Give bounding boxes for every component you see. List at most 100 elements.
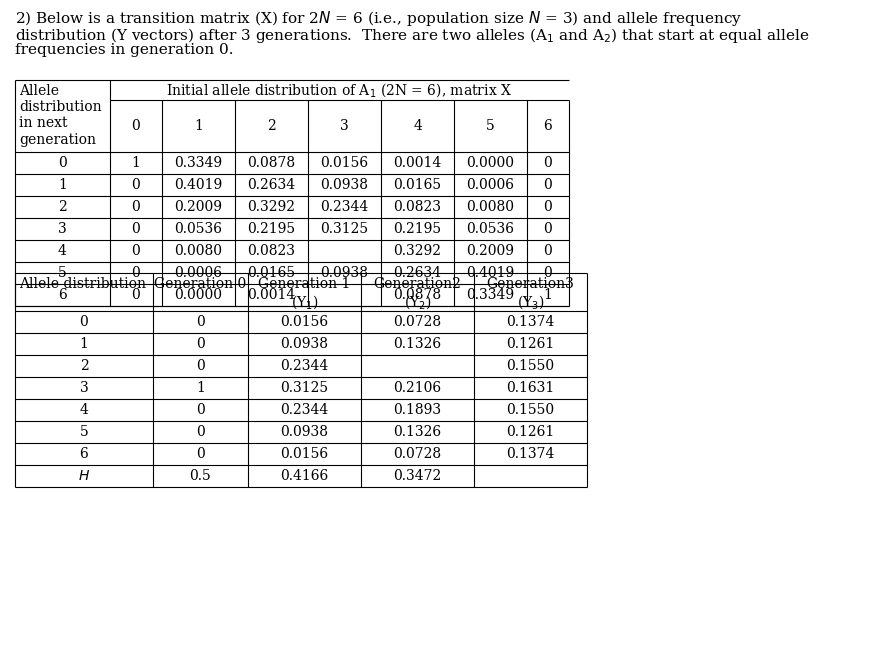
Text: 0.0006: 0.0006 xyxy=(467,178,514,192)
Text: 0: 0 xyxy=(544,266,553,280)
Text: 0.2195: 0.2195 xyxy=(247,222,295,236)
Text: 0.0006: 0.0006 xyxy=(174,266,223,280)
Text: 0.0938: 0.0938 xyxy=(280,425,328,439)
Text: 0.2344: 0.2344 xyxy=(280,403,328,417)
Text: frequencies in generation 0.: frequencies in generation 0. xyxy=(15,43,234,57)
Text: 0: 0 xyxy=(80,315,88,329)
Text: 0.1261: 0.1261 xyxy=(506,425,555,439)
Text: 0.0938: 0.0938 xyxy=(280,337,328,351)
Text: 5: 5 xyxy=(486,119,495,133)
Text: 0.0014: 0.0014 xyxy=(393,156,442,170)
Text: 0.4019: 0.4019 xyxy=(466,266,514,280)
Text: 1: 1 xyxy=(58,178,67,192)
Text: Allele distribution: Allele distribution xyxy=(19,277,146,291)
Text: 0: 0 xyxy=(544,244,553,258)
Text: 0.1374: 0.1374 xyxy=(506,447,555,461)
Text: 1: 1 xyxy=(131,156,140,170)
Text: 0.0938: 0.0938 xyxy=(321,266,369,280)
Text: 0.2344: 0.2344 xyxy=(321,200,369,214)
Text: 3: 3 xyxy=(340,119,349,133)
Text: 0: 0 xyxy=(196,403,205,417)
Text: Allele
distribution
in next
generation: Allele distribution in next generation xyxy=(19,84,102,147)
Text: 0.0728: 0.0728 xyxy=(393,315,442,329)
Text: 6: 6 xyxy=(80,447,88,461)
Text: 0.3125: 0.3125 xyxy=(280,381,328,395)
Text: 0.2344: 0.2344 xyxy=(280,359,328,373)
Text: 0.0000: 0.0000 xyxy=(467,156,514,170)
Text: Generation 1
(Y$_1$): Generation 1 (Y$_1$) xyxy=(258,277,350,311)
Text: 0: 0 xyxy=(544,222,553,236)
Text: 0: 0 xyxy=(544,156,553,170)
Text: 0.4166: 0.4166 xyxy=(280,469,328,483)
Text: 0.0000: 0.0000 xyxy=(174,288,223,302)
Text: 0: 0 xyxy=(544,178,553,192)
Text: 0.3292: 0.3292 xyxy=(248,200,295,214)
Text: 0.0156: 0.0156 xyxy=(321,156,369,170)
Text: 0.2634: 0.2634 xyxy=(247,178,295,192)
Text: 0.0823: 0.0823 xyxy=(393,200,442,214)
Text: 0.0878: 0.0878 xyxy=(247,156,295,170)
Text: 0: 0 xyxy=(196,315,205,329)
Text: 0.2634: 0.2634 xyxy=(393,266,442,280)
Text: 0.1374: 0.1374 xyxy=(506,315,555,329)
Text: 0: 0 xyxy=(196,425,205,439)
Text: 0.0080: 0.0080 xyxy=(174,244,223,258)
Text: 0.1326: 0.1326 xyxy=(393,337,442,351)
Text: 0.0878: 0.0878 xyxy=(393,288,442,302)
Text: 0: 0 xyxy=(131,200,140,214)
Text: 0.0823: 0.0823 xyxy=(248,244,295,258)
Text: 0.0156: 0.0156 xyxy=(280,315,328,329)
Text: Generation3
(Y$_3$): Generation3 (Y$_3$) xyxy=(486,277,575,311)
Text: 0.0165: 0.0165 xyxy=(247,266,295,280)
Text: 6: 6 xyxy=(544,119,553,133)
Text: 0.3349: 0.3349 xyxy=(466,288,514,302)
Text: 4: 4 xyxy=(413,119,422,133)
Text: 0.4019: 0.4019 xyxy=(174,178,223,192)
Text: 0: 0 xyxy=(196,359,205,373)
Text: 0.3349: 0.3349 xyxy=(174,156,223,170)
Text: $H$: $H$ xyxy=(78,469,90,483)
Text: 0: 0 xyxy=(131,222,140,236)
Text: 0.1550: 0.1550 xyxy=(506,359,555,373)
Text: 0.2106: 0.2106 xyxy=(393,381,442,395)
Text: 0: 0 xyxy=(131,288,140,302)
Text: Generation2
(Y$_2$): Generation2 (Y$_2$) xyxy=(373,277,462,311)
Text: 2: 2 xyxy=(58,200,67,214)
Text: 1: 1 xyxy=(196,381,205,395)
Text: 0: 0 xyxy=(196,337,205,351)
Text: 0.1326: 0.1326 xyxy=(393,425,442,439)
Text: 0: 0 xyxy=(131,119,140,133)
Text: 0.1631: 0.1631 xyxy=(506,381,555,395)
Text: 0.2009: 0.2009 xyxy=(174,200,223,214)
Text: 6: 6 xyxy=(58,288,67,302)
Text: 2: 2 xyxy=(267,119,276,133)
Text: 0: 0 xyxy=(544,200,553,214)
Text: 3: 3 xyxy=(58,222,67,236)
Text: 0: 0 xyxy=(131,244,140,258)
Text: Generation 0: Generation 0 xyxy=(154,277,247,291)
Text: 3: 3 xyxy=(80,381,88,395)
Text: 2) Below is a transition matrix (X) for 2$N$ = 6 (i.e., population size $N$ = 3): 2) Below is a transition matrix (X) for … xyxy=(15,9,742,28)
Text: 0: 0 xyxy=(196,447,205,461)
Text: 0.0080: 0.0080 xyxy=(467,200,514,214)
Text: 0.0938: 0.0938 xyxy=(321,178,369,192)
Text: 0.3472: 0.3472 xyxy=(393,469,442,483)
Text: 0.0156: 0.0156 xyxy=(280,447,328,461)
Text: 0.0165: 0.0165 xyxy=(393,178,442,192)
Text: 0.1261: 0.1261 xyxy=(506,337,555,351)
Text: 5: 5 xyxy=(58,266,67,280)
Text: 0.0728: 0.0728 xyxy=(393,447,442,461)
Text: 0.0536: 0.0536 xyxy=(467,222,514,236)
Text: 0.5: 0.5 xyxy=(189,469,211,483)
Text: 0.0536: 0.0536 xyxy=(174,222,223,236)
Text: 5: 5 xyxy=(80,425,88,439)
Text: 0.0014: 0.0014 xyxy=(247,288,295,302)
Text: 0.3125: 0.3125 xyxy=(321,222,369,236)
Text: 0: 0 xyxy=(131,178,140,192)
Text: 2: 2 xyxy=(80,359,88,373)
Text: 0.2009: 0.2009 xyxy=(467,244,514,258)
Text: 1: 1 xyxy=(544,288,553,302)
Text: 1: 1 xyxy=(194,119,203,133)
Text: 0: 0 xyxy=(131,266,140,280)
Text: 0: 0 xyxy=(58,156,67,170)
